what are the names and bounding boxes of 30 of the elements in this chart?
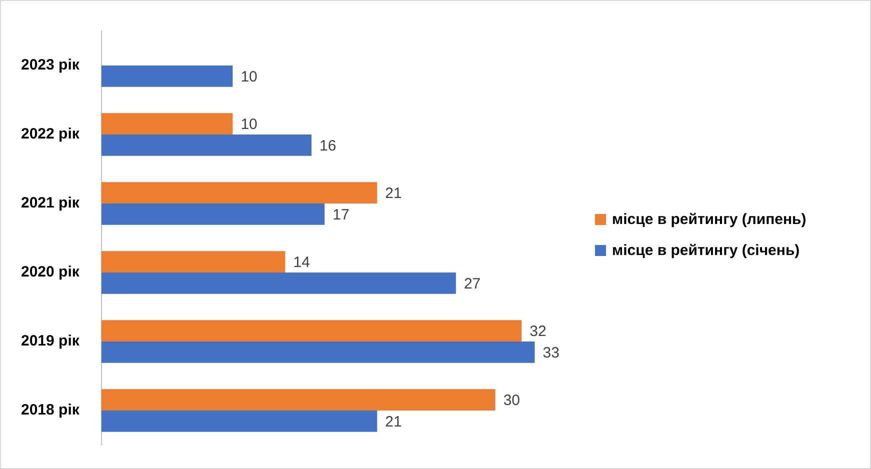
data-label: 21 (385, 184, 402, 202)
data-label: 10 (240, 68, 258, 86)
bar (101, 134, 312, 156)
bar (101, 113, 233, 134)
legend-label: місце в рейтингу (липень) (612, 210, 806, 228)
data-label: 17 (332, 206, 350, 224)
data-label: 14 (293, 254, 310, 271)
bar (101, 272, 456, 294)
y-tick-label: 2023 рік (21, 56, 80, 74)
y-tick-label: 2022 рік (21, 126, 80, 143)
bar (101, 342, 535, 363)
data-label: 32 (530, 322, 546, 340)
bar (101, 182, 378, 204)
y-tick-label: 2019 рік (21, 332, 80, 350)
bar (101, 66, 233, 87)
bar (101, 320, 522, 342)
legend-label: місце в рейтингу (січень) (612, 242, 800, 258)
data-label: 10 (240, 116, 258, 133)
bar (101, 204, 325, 225)
data-label: 33 (542, 344, 560, 362)
y-tick-label: 2021 рік (21, 194, 80, 212)
y-tick-label: 2020 рік (21, 264, 80, 281)
data-label: 30 (503, 392, 520, 409)
data-label: 16 (319, 137, 336, 154)
bar (101, 251, 286, 272)
bar (101, 389, 496, 410)
y-tick-label: 2018 рік (21, 402, 80, 419)
bar (101, 410, 378, 432)
data-label: 21 (385, 413, 402, 430)
data-label: 27 (464, 275, 481, 292)
